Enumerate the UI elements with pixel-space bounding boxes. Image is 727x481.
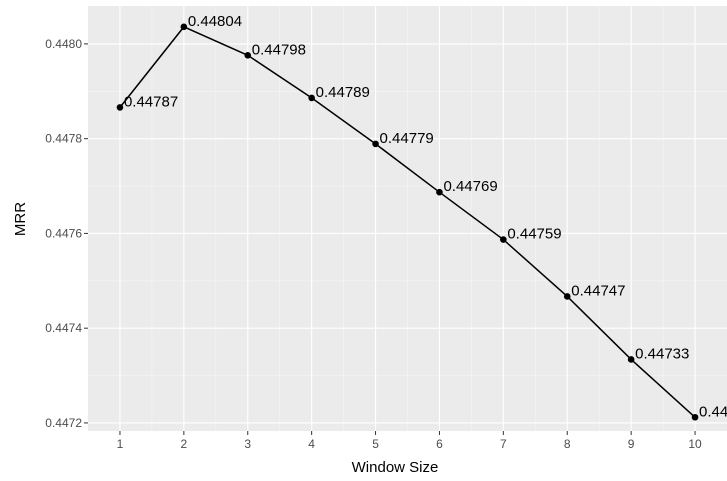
x-tick-label: 8: [564, 437, 571, 451]
x-tick-label: 10: [688, 437, 702, 451]
data-label: 0.44769: [443, 178, 497, 195]
y-tick-label: 0.4476: [45, 226, 82, 240]
data-label: 0.44804: [188, 13, 242, 30]
data-point: [436, 188, 443, 196]
data-label: 0.44759: [507, 226, 561, 243]
x-tick-label: 6: [436, 437, 443, 451]
series-line: [119, 25, 696, 418]
data-point: [691, 413, 699, 421]
data-point: [500, 236, 507, 243]
x-tick-label: 5: [372, 437, 379, 451]
major-gridlines: [88, 6, 727, 431]
x-tick-label: 4: [308, 437, 315, 451]
y-tick-label: 0.4478: [45, 132, 82, 146]
y-axis-title: MRR: [12, 202, 29, 236]
x-tick-label: 1: [117, 437, 124, 451]
data-point: [563, 293, 571, 300]
y-tick-label: 0.4480: [45, 37, 82, 51]
data-labels: 0.44787 0.44804 0.44798 0.44789 0.44779 0.447…: [124, 13, 727, 420]
data-label: 0.44787: [124, 93, 178, 110]
x-axis-title: Window Size: [352, 459, 439, 476]
data-label: 0.44789: [316, 84, 370, 101]
y-tick-label: 0.4472: [45, 416, 82, 430]
data-point: [180, 23, 188, 31]
data-point: [308, 94, 315, 102]
data-label: 0.44747: [571, 282, 625, 299]
data-point: [244, 51, 252, 59]
x-tick-label: 9: [628, 437, 635, 451]
data-point: [627, 356, 635, 363]
data-label: 0.44721: [699, 403, 727, 420]
x-tick-label: 2: [181, 437, 188, 451]
data-series: [116, 23, 699, 421]
data-label: 0.44798: [252, 41, 306, 58]
data-point: [372, 140, 379, 148]
y-tick-label: 0.4474: [45, 321, 82, 335]
minor-gridlines: [88, 6, 727, 431]
data-point: [116, 104, 124, 111]
axes: 0.4472 0.4474 0.4476 0.4478 0.4480 1 2 3 4 5 6 7 8 9 1…: [45, 37, 702, 451]
x-tick-label: 3: [244, 437, 251, 451]
data-label: 0.44733: [635, 345, 689, 362]
x-tick-label: 7: [500, 437, 507, 451]
data-label: 0.44779: [380, 130, 434, 147]
